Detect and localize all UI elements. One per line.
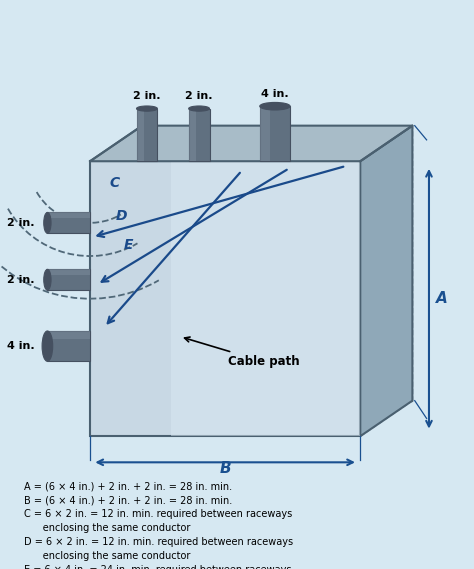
Text: 2 in.: 2 in. (7, 275, 35, 284)
Polygon shape (47, 269, 90, 290)
Ellipse shape (189, 106, 210, 111)
Polygon shape (189, 109, 196, 161)
Text: A: A (436, 291, 448, 306)
Ellipse shape (44, 269, 51, 290)
Text: Cable path: Cable path (184, 337, 299, 368)
Text: 4 in.: 4 in. (261, 89, 289, 99)
Text: C: C (109, 176, 119, 190)
Polygon shape (90, 126, 412, 161)
Text: 2 in.: 2 in. (7, 218, 35, 228)
Ellipse shape (137, 106, 157, 111)
Polygon shape (47, 212, 90, 218)
Ellipse shape (260, 102, 290, 110)
Ellipse shape (44, 212, 51, 233)
Text: 2 in.: 2 in. (133, 91, 161, 101)
Polygon shape (360, 126, 412, 436)
Text: E: E (123, 238, 133, 252)
FancyBboxPatch shape (0, 0, 474, 569)
Polygon shape (90, 161, 360, 436)
Text: B: B (219, 461, 231, 476)
Ellipse shape (42, 331, 53, 361)
Text: 2 in.: 2 in. (185, 91, 213, 101)
Text: 4 in.: 4 in. (7, 341, 35, 351)
Polygon shape (47, 212, 90, 233)
Polygon shape (137, 109, 144, 161)
Polygon shape (171, 161, 360, 436)
Polygon shape (260, 106, 290, 161)
Text: D: D (116, 209, 128, 224)
Polygon shape (47, 269, 90, 275)
Polygon shape (47, 331, 90, 339)
Text: A = (6 × 4 in.) + 2 in. + 2 in. = 28 in. min.
B = (6 × 4 in.) + 2 in. + 2 in. = : A = (6 × 4 in.) + 2 in. + 2 in. = 28 in.… (24, 481, 293, 569)
Polygon shape (260, 106, 270, 161)
Polygon shape (137, 109, 157, 161)
Polygon shape (189, 109, 210, 161)
Polygon shape (47, 331, 90, 361)
